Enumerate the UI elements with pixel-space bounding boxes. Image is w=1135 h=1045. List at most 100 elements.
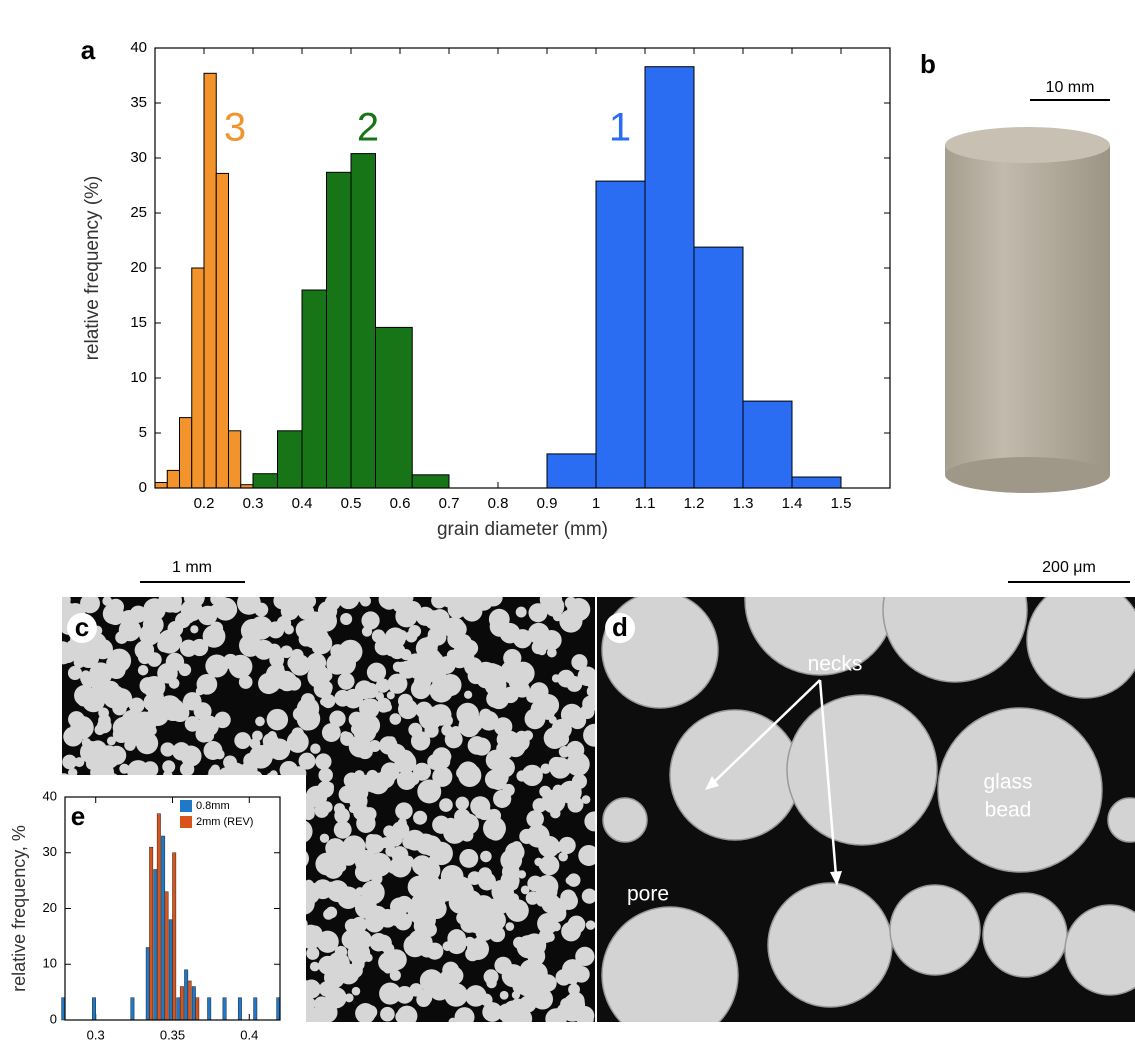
bead bbox=[193, 702, 212, 721]
bead bbox=[427, 855, 439, 868]
bead bbox=[486, 977, 497, 989]
bead bbox=[381, 597, 397, 610]
bead bbox=[172, 742, 191, 761]
x-tick-label: 0.2 bbox=[194, 495, 215, 512]
bar bbox=[222, 997, 227, 1021]
bead bbox=[571, 654, 588, 671]
bead bbox=[293, 599, 310, 616]
bead bbox=[143, 693, 162, 712]
bead bbox=[139, 677, 157, 695]
y-axis-label: relative frequency (%) bbox=[82, 176, 103, 361]
bead bbox=[451, 880, 474, 903]
bead bbox=[449, 648, 470, 669]
bead bbox=[541, 629, 562, 651]
bead bbox=[1026, 597, 1135, 699]
bead bbox=[80, 597, 100, 614]
x-tick-label: 0.35 bbox=[160, 1027, 185, 1040]
bar bbox=[693, 246, 744, 489]
bead bbox=[408, 609, 417, 618]
annotation: bead bbox=[985, 799, 1032, 822]
bead bbox=[340, 731, 355, 746]
bead bbox=[190, 625, 199, 634]
bead bbox=[387, 743, 406, 763]
bar bbox=[228, 430, 242, 489]
bead bbox=[441, 724, 453, 736]
bead bbox=[316, 930, 339, 953]
bead bbox=[1107, 797, 1135, 843]
bead bbox=[531, 995, 544, 1008]
bead bbox=[267, 731, 277, 741]
legend-label: 2mm (REV) bbox=[196, 816, 253, 828]
bead bbox=[1064, 904, 1135, 996]
bead bbox=[321, 723, 341, 743]
y-tick-label: 0 bbox=[139, 479, 147, 496]
bead bbox=[397, 855, 408, 865]
x-tick-label: 1.1 bbox=[635, 495, 656, 512]
bead bbox=[291, 727, 304, 740]
bead bbox=[484, 769, 505, 790]
bead bbox=[280, 645, 293, 659]
bead bbox=[201, 729, 215, 743]
bead bbox=[80, 673, 90, 684]
bead bbox=[325, 987, 347, 1009]
bead bbox=[564, 597, 578, 610]
y-tick-label: 10 bbox=[43, 956, 57, 971]
bead bbox=[432, 766, 453, 787]
arrow bbox=[818, 679, 838, 877]
x-tick-label: 0.7 bbox=[439, 495, 460, 512]
bead bbox=[340, 848, 357, 866]
y-tick-label: 35 bbox=[130, 94, 147, 111]
bar bbox=[644, 66, 695, 489]
bead bbox=[458, 715, 481, 738]
arrow bbox=[711, 679, 821, 785]
bead bbox=[102, 603, 124, 625]
bead bbox=[139, 624, 161, 646]
bead bbox=[344, 918, 360, 933]
arrow-head bbox=[705, 776, 719, 790]
bead bbox=[98, 714, 111, 727]
y-tick-label: 20 bbox=[43, 900, 57, 915]
x-tick-label: 0.9 bbox=[537, 495, 558, 512]
panel-label: c bbox=[75, 612, 89, 642]
bead bbox=[577, 666, 595, 687]
bead bbox=[502, 783, 515, 797]
bead bbox=[383, 703, 393, 712]
bead bbox=[344, 993, 354, 1003]
bead bbox=[273, 597, 291, 610]
bead bbox=[310, 983, 321, 994]
bead bbox=[143, 598, 166, 621]
bead bbox=[179, 761, 195, 777]
bead bbox=[94, 724, 106, 736]
bead bbox=[566, 752, 590, 777]
bead bbox=[387, 673, 408, 694]
bar bbox=[179, 417, 193, 489]
bead bbox=[327, 951, 350, 975]
bead bbox=[354, 770, 365, 781]
bead bbox=[447, 600, 467, 619]
bead bbox=[566, 873, 581, 887]
bead bbox=[389, 713, 402, 725]
cylinder-top bbox=[945, 127, 1110, 163]
bead bbox=[249, 616, 274, 640]
bead bbox=[337, 672, 355, 690]
bead bbox=[480, 670, 496, 686]
bead bbox=[526, 810, 544, 828]
bead bbox=[466, 905, 477, 917]
bead bbox=[178, 663, 192, 677]
bead bbox=[506, 878, 519, 891]
bar bbox=[301, 289, 327, 489]
bead bbox=[429, 704, 452, 726]
bead bbox=[167, 696, 180, 709]
bead bbox=[585, 920, 595, 930]
bead bbox=[96, 745, 121, 769]
bead bbox=[296, 706, 321, 731]
bead bbox=[74, 757, 85, 768]
bead bbox=[436, 754, 451, 769]
bar bbox=[176, 997, 181, 1021]
bar bbox=[253, 997, 258, 1021]
bead bbox=[444, 983, 468, 1007]
bead bbox=[326, 880, 349, 903]
bead bbox=[162, 760, 176, 774]
bead bbox=[536, 895, 548, 907]
bead bbox=[128, 697, 145, 714]
